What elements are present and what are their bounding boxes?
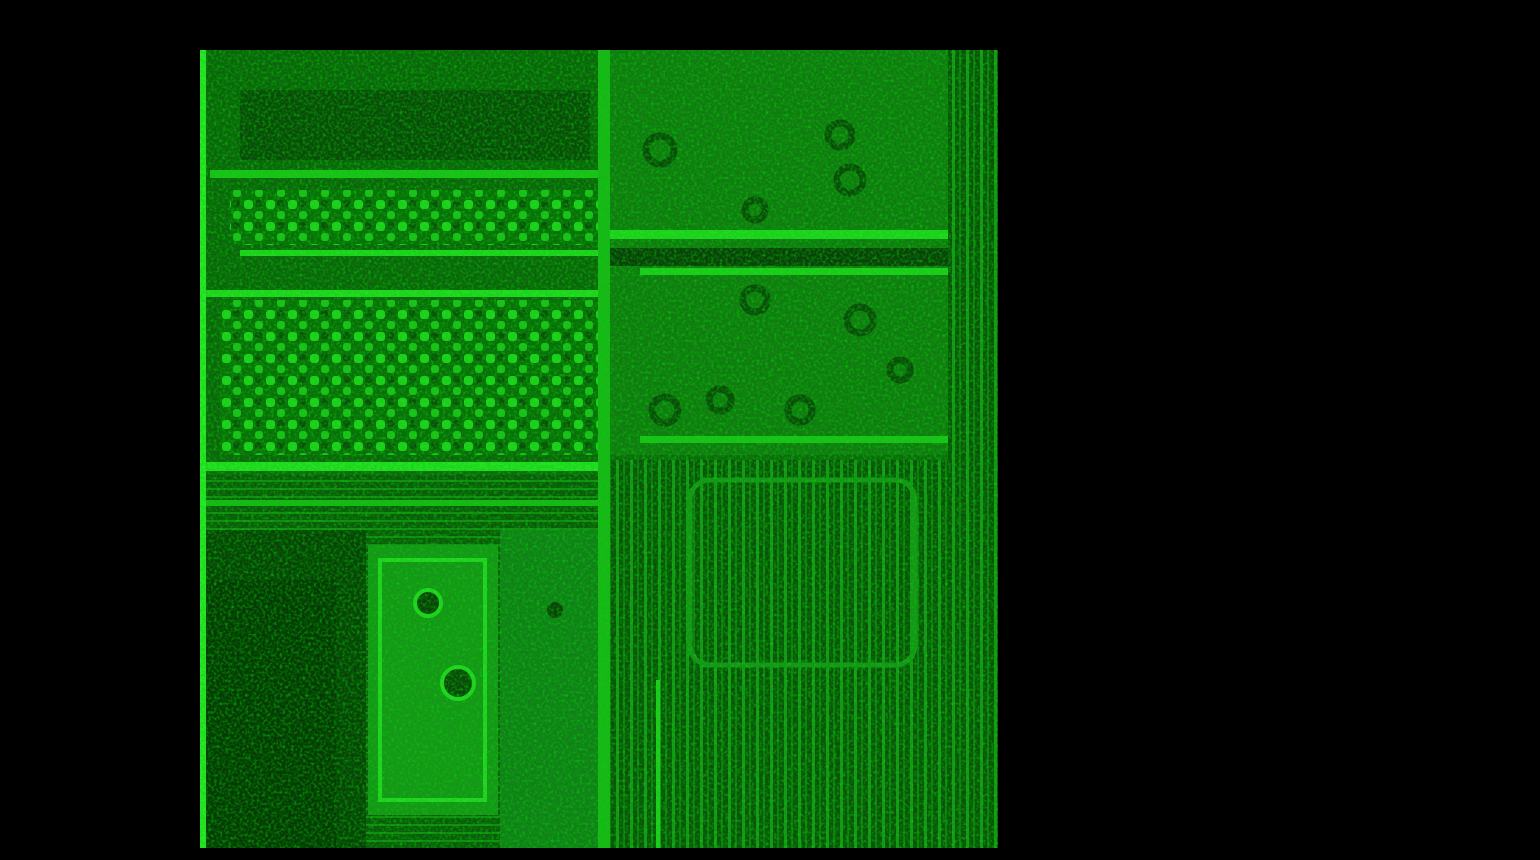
micrograph (200, 50, 998, 848)
grain (200, 50, 998, 848)
